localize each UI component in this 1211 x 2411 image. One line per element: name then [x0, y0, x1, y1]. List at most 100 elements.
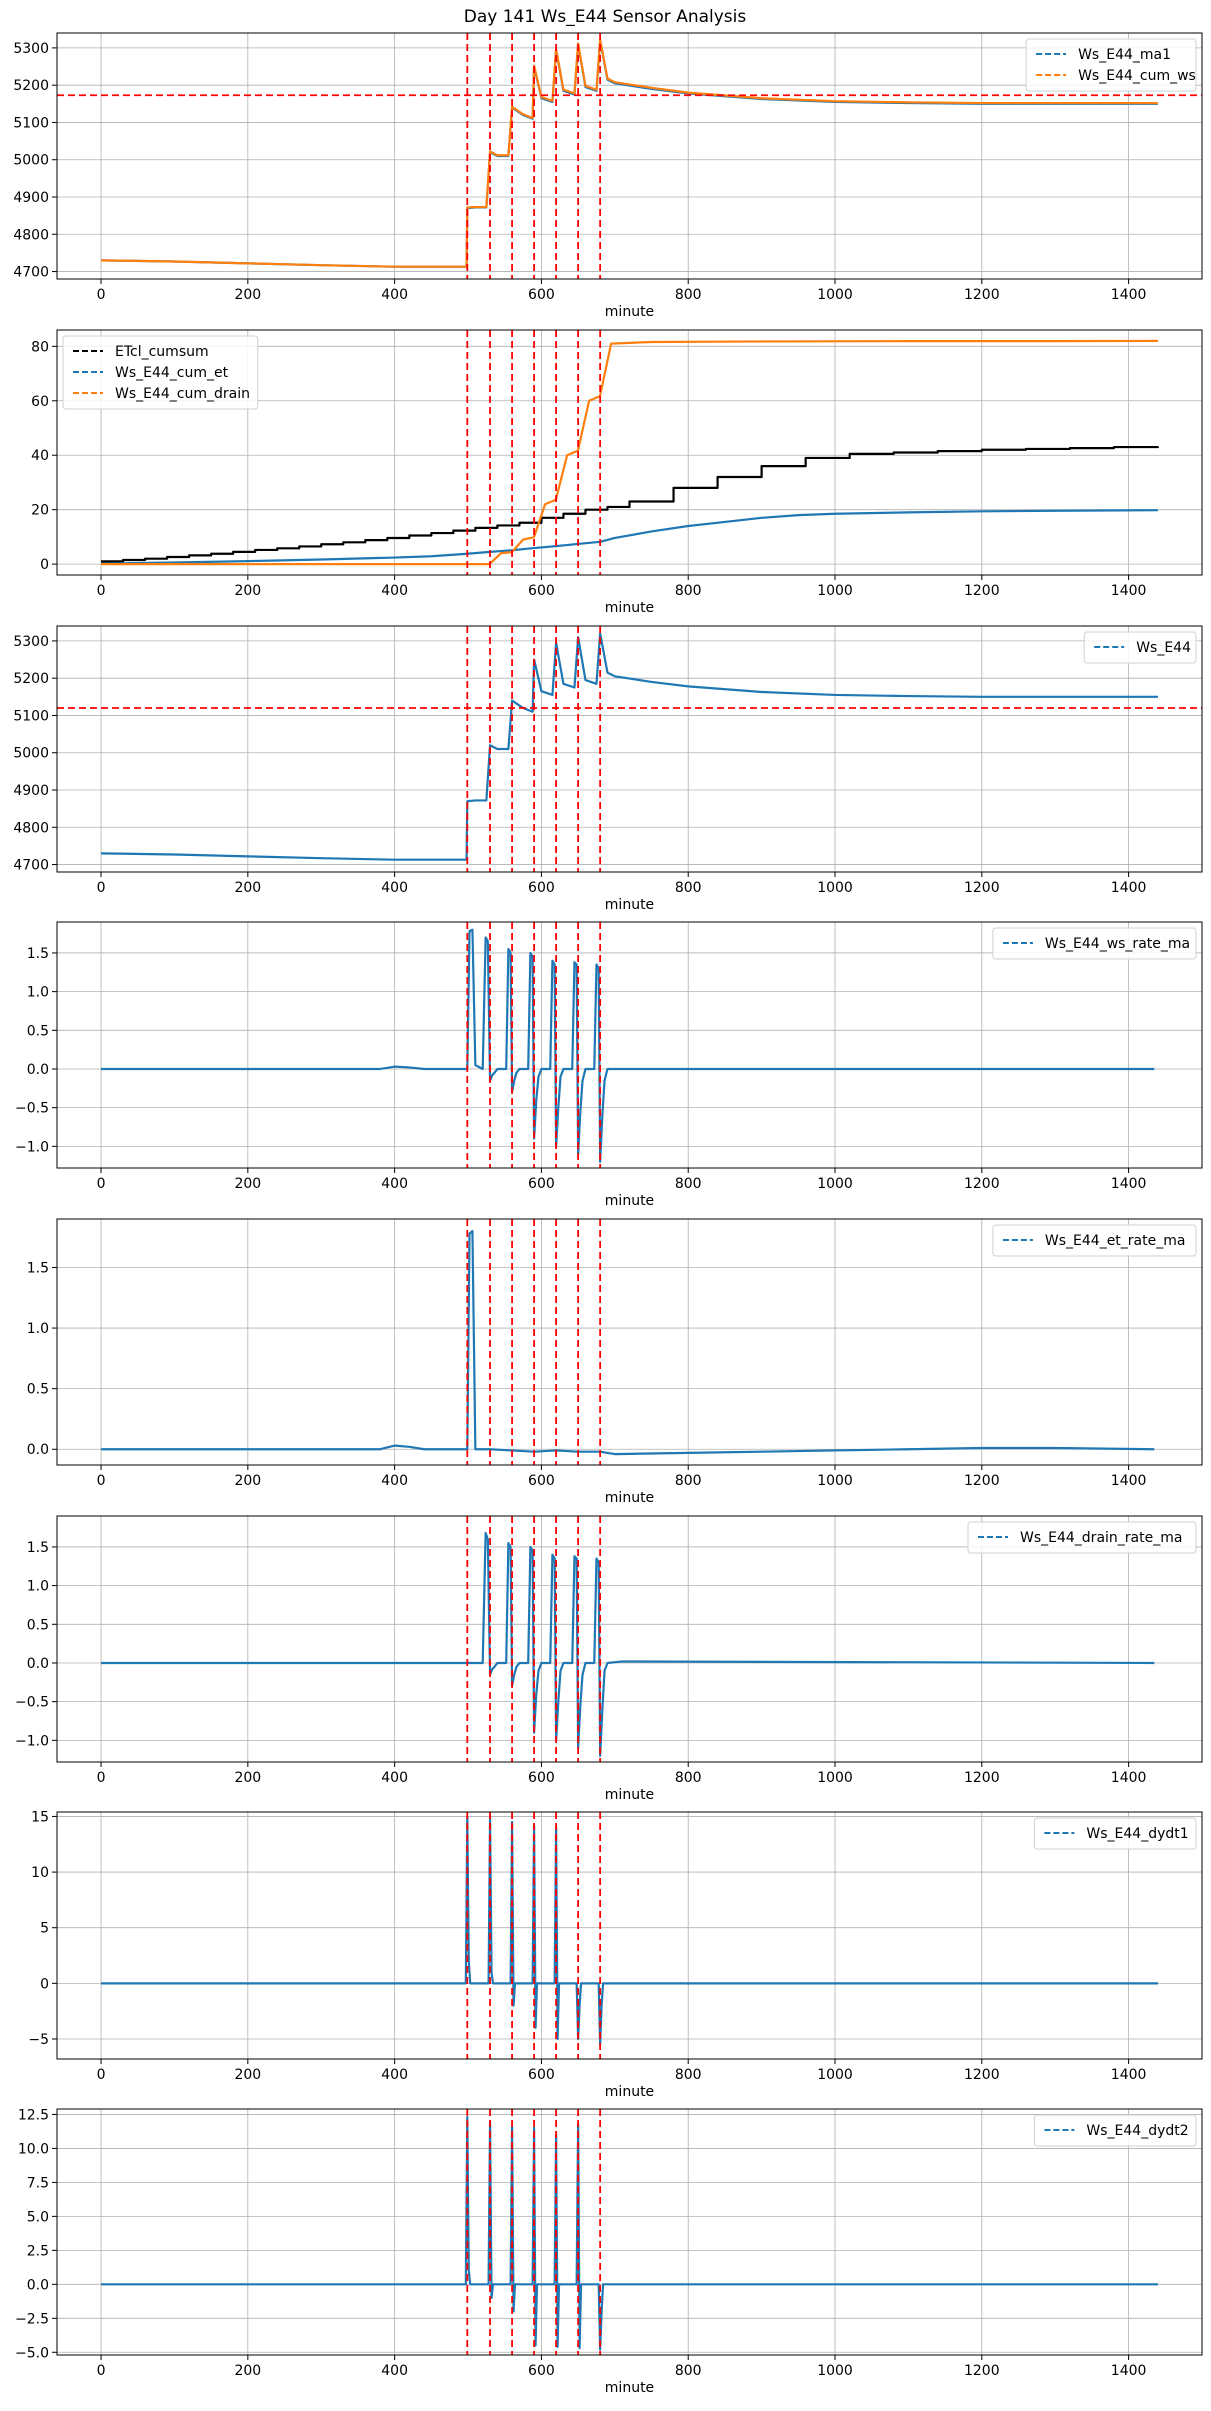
x-tick-label: 1000 — [817, 2067, 853, 2083]
series-line-Ws_E44 — [101, 632, 1158, 861]
x-tick-label: 1000 — [817, 583, 853, 599]
x-tick-label: 0 — [97, 880, 106, 896]
x-tick-label: 1000 — [817, 287, 853, 303]
x-tick-label: 200 — [234, 1176, 261, 1192]
plot-area — [101, 330, 1160, 575]
x-tick-label: 200 — [234, 287, 261, 303]
y-tick-label: 4700 — [13, 858, 49, 874]
panel-frame — [56, 1218, 1203, 1466]
legend-box — [992, 1224, 1197, 1257]
y-tick-label: 5000 — [13, 153, 49, 169]
panel-6: 0 200 400 600 800 1000 1200 1400 −1.0 −0.5 0.0 0.5 1… — [15, 1515, 1203, 1803]
plot-area — [101, 2109, 1158, 2355]
x-axis-label: minute — [605, 304, 654, 320]
x-tick-label: 800 — [675, 583, 702, 599]
y-tick-label: −1.0 — [15, 1139, 49, 1155]
x-tick-label: 800 — [675, 1473, 702, 1489]
x-tick-label: 400 — [381, 287, 408, 303]
y-tick-label: 1.5 — [27, 1540, 49, 1556]
y-tick-label: 5100 — [13, 708, 49, 724]
x-tick-label: 1400 — [1111, 1473, 1147, 1489]
y-tick-label: 0 — [40, 1976, 49, 1992]
y-tick-label: 5300 — [13, 634, 49, 650]
panel-7: 0 200 400 600 800 1000 1200 1400 −5 0 5 10 15 minute W… — [28, 1809, 1203, 2100]
x-tick-label: 1200 — [964, 1473, 1000, 1489]
x-tick-label: 200 — [234, 1770, 261, 1786]
y-tick-label: 5000 — [13, 746, 49, 762]
y-tick-label: 80 — [31, 339, 49, 355]
series-line-ETcl_cumsum — [101, 445, 1160, 563]
y-tick-label: −0.5 — [15, 1101, 49, 1117]
y-tick-label: −5 — [28, 2032, 49, 2048]
panel-frame — [56, 2108, 1203, 2356]
x-tick-label: 1200 — [964, 2067, 1000, 2083]
x-tick-label: 600 — [528, 583, 555, 599]
x-tick-label: 0 — [97, 1770, 106, 1786]
panel-4: 0 200 400 600 800 1000 1200 1400 −1.0 −0.5 0.0 0.5 1… — [15, 921, 1203, 1209]
plot-area — [101, 1812, 1158, 2059]
y-tick-label: 4900 — [13, 783, 49, 799]
x-tick-label: 1400 — [1111, 2363, 1147, 2379]
series-line-Ws_E44_et_rate_ma — [101, 1230, 1155, 1456]
x-axis-label: minute — [605, 2380, 654, 2396]
legend-label: Ws_E44_ma1 — [1078, 47, 1171, 63]
y-tick-label: 4700 — [13, 265, 49, 281]
y-tick-label: 10 — [31, 1865, 49, 1881]
x-tick-label: 0 — [97, 2067, 106, 2083]
x-tick-label: 800 — [675, 1176, 702, 1192]
x-tick-label: 1200 — [964, 287, 1000, 303]
x-tick-label: 200 — [234, 880, 261, 896]
x-tick-label: 1400 — [1111, 1770, 1147, 1786]
x-tick-label: 400 — [381, 583, 408, 599]
y-tick-label: 40 — [31, 448, 49, 464]
legend-box — [62, 335, 259, 410]
y-tick-label: 4800 — [13, 227, 49, 243]
legend-label: Ws_E44_dydt2 — [1086, 2123, 1188, 2139]
legend-label: Ws_E44_cum_et — [115, 365, 229, 381]
plot-area — [57, 626, 1202, 872]
legend-box — [1025, 38, 1197, 92]
legend-box — [1083, 631, 1197, 664]
y-tick-label: 1.0 — [27, 1579, 49, 1595]
x-axis-label: minute — [605, 897, 654, 913]
legend-box — [1033, 2114, 1197, 2147]
panel-frame — [56, 1811, 1203, 2060]
y-tick-label: −1.0 — [15, 1733, 49, 1749]
plot-area — [101, 922, 1155, 1168]
panel-frame — [56, 921, 1203, 1169]
panel-frame — [56, 625, 1203, 873]
series-line-Ws_E44_drain_rate_ma — [101, 1531, 1155, 1757]
x-tick-label: 0 — [97, 2363, 106, 2379]
y-tick-label: 5300 — [13, 41, 49, 57]
y-tick-label: −5.0 — [15, 2345, 49, 2361]
y-tick-label: 0.0 — [27, 2277, 49, 2293]
panel-frame — [56, 329, 1203, 576]
x-tick-label: 1000 — [817, 1176, 853, 1192]
x-tick-label: 800 — [675, 2363, 702, 2379]
y-tick-label: 60 — [31, 394, 49, 410]
x-tick-label: 1400 — [1111, 880, 1147, 896]
x-tick-label: 400 — [381, 1473, 408, 1489]
panels: 0 200 400 600 800 1000 1200 1400470048004900500… — [13, 32, 1203, 2396]
legend-label: Ws_E44_drain_rate_ma — [1020, 1530, 1182, 1546]
y-tick-label: 1.0 — [27, 1321, 49, 1337]
y-tick-label: 15 — [31, 1809, 49, 1825]
y-tick-label: 1.5 — [27, 946, 49, 962]
x-tick-label: 1400 — [1111, 2067, 1147, 2083]
x-tick-label: 400 — [381, 880, 408, 896]
y-tick-label: 2.5 — [27, 2243, 49, 2259]
y-tick-label: 5 — [40, 1921, 49, 1937]
y-tick-label: 20 — [31, 503, 49, 519]
y-tick-label: 4900 — [13, 190, 49, 206]
x-tick-label: 0 — [97, 1176, 106, 1192]
x-tick-label: 1200 — [964, 583, 1000, 599]
x-tick-label: 1400 — [1111, 1176, 1147, 1192]
legend-label: Ws_E44_et_rate_ma — [1045, 1233, 1186, 1249]
y-tick-label: −2.5 — [15, 2311, 49, 2327]
panel-frame — [56, 1515, 1203, 1763]
legend-label: Ws_E44_dydt1 — [1086, 1826, 1188, 1842]
x-tick-label: 400 — [381, 2067, 408, 2083]
y-tick-label: 1.0 — [27, 985, 49, 1001]
x-tick-label: 800 — [675, 2067, 702, 2083]
